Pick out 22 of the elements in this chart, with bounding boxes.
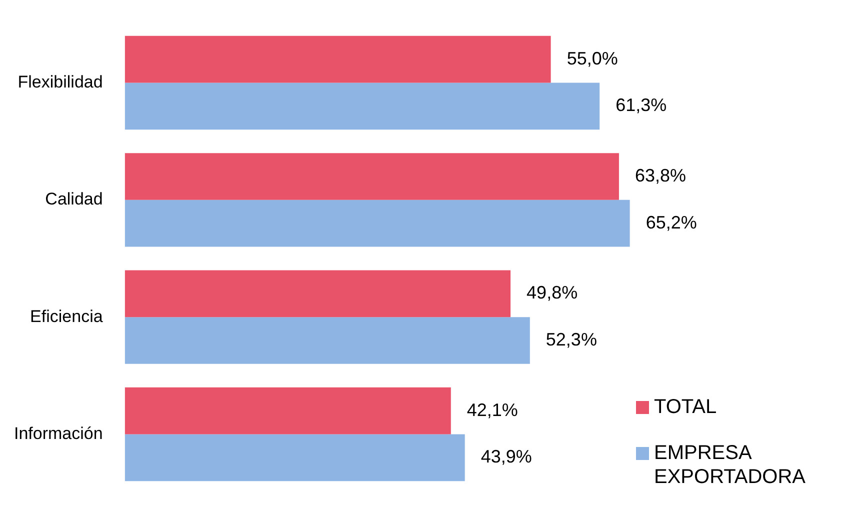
bar	[124, 153, 619, 200]
bar	[124, 200, 630, 247]
data-label: 43,9%	[480, 446, 532, 467]
bar	[124, 317, 530, 364]
data-label: 65,2%	[646, 212, 697, 232]
y-tick-label: Calidad	[45, 190, 103, 209]
y-tick-label: Eficiencia	[30, 306, 104, 326]
legend-label: EMPRESA EXPORTADORA	[654, 441, 807, 489]
data-label: 55,0%	[566, 48, 618, 68]
data-label: 42,1%	[466, 400, 518, 420]
data-label: 63,8%	[634, 165, 686, 186]
bar	[124, 36, 551, 83]
bar	[124, 387, 451, 434]
bar	[124, 82, 600, 130]
bar	[124, 270, 511, 318]
y-tick-label: Flexibilidad	[18, 72, 103, 92]
y-tick-label: Información	[14, 424, 103, 443]
data-label: 49,8%	[526, 282, 578, 303]
legend-label: TOTAL	[654, 395, 717, 419]
bar	[124, 434, 465, 482]
data-label: 61,3%	[616, 95, 667, 116]
data-label: 52,3%	[546, 329, 597, 350]
